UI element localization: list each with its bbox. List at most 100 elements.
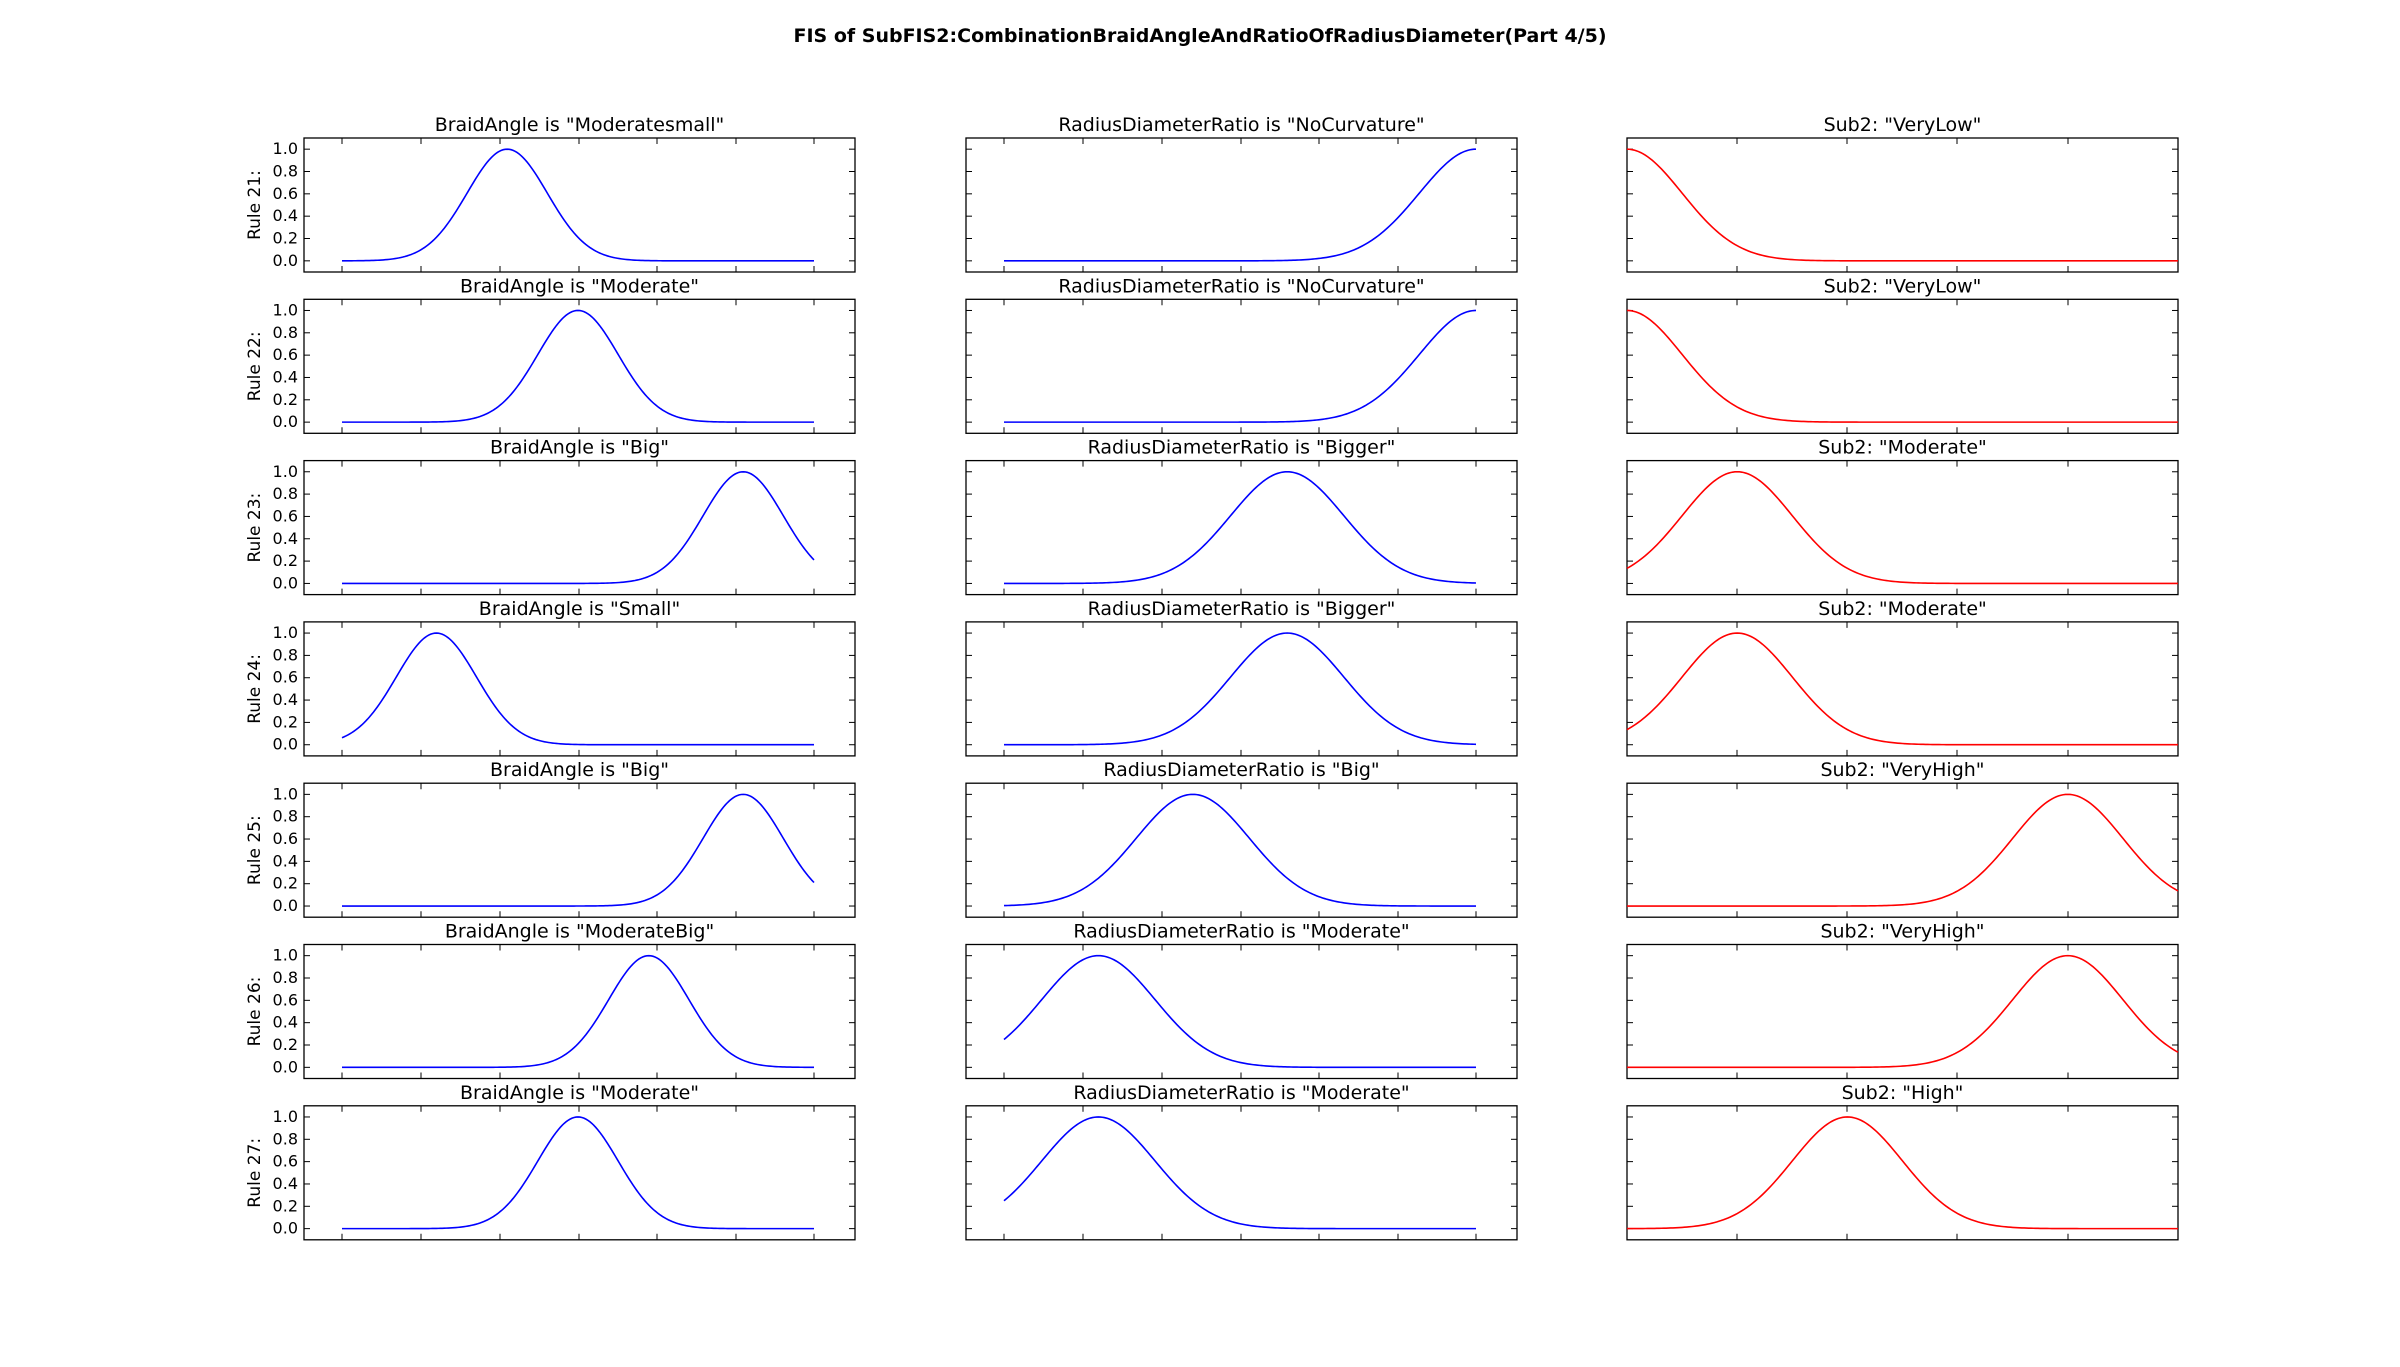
input-membership-line	[1003, 1116, 1476, 1230]
y-tick-label: 0.0	[273, 251, 298, 270]
rule-label: Rule 26:	[245, 977, 265, 1047]
subplot: BraidAngle is "Small" 0.0 0.2 0.4 0.6 0.8 1.0	[273, 598, 856, 757]
y-tick-label: 0.2	[273, 229, 298, 248]
input-membership-line	[1003, 954, 1476, 1069]
input-membership-line	[1003, 793, 1476, 907]
y-tick-label: 1.0	[273, 946, 298, 965]
subplot-title: RadiusDiameterRatio is "Big"	[1103, 759, 1379, 781]
output-membership-line	[1626, 309, 2178, 423]
y-tick-label: 0.2	[273, 712, 298, 731]
y-tick-label: 0.4	[273, 1013, 298, 1032]
y-tick-label: 0.2	[273, 1196, 298, 1215]
subplot-title: RadiusDiameterRatio is "NoCurvature"	[1058, 275, 1424, 297]
output-membership-line	[1627, 954, 2179, 1069]
y-tick-label: 0.8	[273, 807, 298, 826]
rule-label: Rule 21:	[245, 170, 265, 240]
subplot: Sub2: "VeryLow"	[1626, 275, 2179, 434]
axes-frame	[1626, 298, 2179, 434]
subplot-title: BraidAngle is "Moderate"	[460, 1082, 699, 1104]
input-membership-line	[341, 632, 814, 746]
y-tick-label: 1.0	[273, 623, 298, 642]
input-membership-line	[342, 954, 815, 1069]
subplot-title: RadiusDiameterRatio is "Moderate"	[1073, 921, 1409, 943]
axes-frame	[1626, 459, 2179, 596]
y-tick-label: 0.2	[273, 390, 298, 409]
subplot: Sub2: "Moderate"	[1626, 437, 2179, 596]
input-membership-line	[342, 309, 814, 423]
axes-frame	[1626, 137, 2179, 273]
input-membership-line	[342, 470, 815, 585]
subplot-title: Sub2: "Moderate"	[1818, 437, 1987, 459]
subplot: Sub2: "VeryHigh"	[1626, 759, 2179, 918]
y-tick-label: 1.0	[273, 784, 298, 803]
y-tick-label: 0.6	[273, 184, 298, 203]
axes-frame	[1626, 782, 2179, 918]
y-tick-label: 0.8	[273, 1129, 298, 1148]
subplot-title: Sub2: "Moderate"	[1818, 598, 1987, 620]
y-tick-label: 0.6	[273, 506, 298, 525]
axes-frame	[1626, 943, 2179, 1080]
subplot: BraidAngle is "Big" 0.0 0.2 0.4 0.6 0.8 1.0	[273, 759, 856, 918]
axes-frame	[1626, 1105, 2179, 1241]
subplot-title: BraidAngle is "ModerateBig"	[445, 921, 714, 943]
y-tick-label: 1.0	[273, 139, 298, 158]
y-tick-label: 0.6	[273, 668, 298, 687]
input-membership-line	[342, 793, 815, 907]
y-tick-label: 0.8	[273, 484, 298, 503]
subplot-title: BraidAngle is "Moderate"	[460, 275, 699, 297]
y-tick-label: 0.2	[273, 874, 298, 893]
y-tick-label: 0.6	[273, 1152, 298, 1171]
y-tick-label: 0.6	[273, 345, 298, 364]
subplot: Sub2: "Moderate"	[1626, 598, 2179, 757]
y-tick-label: 0.8	[273, 323, 298, 342]
y-tick-label: 0.0	[273, 1057, 298, 1076]
axes-frame	[1626, 621, 2179, 757]
figure-title: FIS of SubFIS2:CombinationBraidAngleAndR…	[793, 25, 1606, 47]
subplot-title: Sub2: "High"	[1842, 1082, 1964, 1104]
subplot: Sub2: "High"	[1626, 1082, 2179, 1241]
y-tick-label: 0.6	[273, 990, 298, 1009]
subplot: RadiusDiameterRatio is "Moderate"	[965, 921, 1518, 1080]
input-membership-line	[1004, 148, 1477, 262]
input-membership-line	[341, 148, 814, 262]
subplot: Sub2: "VeryHigh"	[1626, 921, 2179, 1080]
subplot-title: BraidAngle is "Big"	[490, 437, 669, 459]
rule-label: Rule 24:	[245, 654, 265, 724]
rule-label: Rule 27:	[245, 1138, 265, 1208]
y-tick-label: 0.4	[273, 690, 298, 709]
output-membership-line	[1626, 632, 2178, 746]
y-tick-label: 0.2	[273, 551, 298, 570]
subplot-title: RadiusDiameterRatio is "Bigger"	[1088, 598, 1396, 620]
subplot-title: RadiusDiameterRatio is "NoCurvature"	[1058, 114, 1424, 136]
subplot: BraidAngle is "Moderate" 0.0 0.2 0.4 0.6 0.8 1…	[273, 275, 856, 434]
output-membership-line	[1626, 148, 2178, 262]
output-membership-line	[1627, 793, 2179, 907]
subplot-title: RadiusDiameterRatio is "Moderate"	[1073, 1082, 1409, 1104]
y-tick-label: 0.8	[273, 968, 298, 987]
subplot: RadiusDiameterRatio is "NoCurvature"	[965, 114, 1518, 273]
y-tick-label: 0.0	[273, 735, 298, 754]
y-tick-label: 0.0	[273, 1219, 298, 1238]
y-tick-label: 0.0	[273, 573, 298, 592]
subplot-title: BraidAngle is "Moderatesmall"	[435, 114, 725, 136]
subplot: BraidAngle is "ModerateBig" 0.0 0.2 0.4 0.6 0…	[273, 921, 856, 1080]
y-tick-label: 0.4	[273, 1174, 298, 1193]
subplot: BraidAngle is "Big" 0.0 0.2 0.4 0.6 0.8 1.0	[273, 437, 856, 596]
subplot: RadiusDiameterRatio is "NoCurvature"	[965, 275, 1518, 434]
y-tick-label: 1.0	[273, 300, 298, 319]
subplot-grid: BraidAngle is "Moderatesmall" 0.0 0.2 0.4 0.…	[245, 114, 2179, 1241]
output-membership-line	[1626, 1116, 2178, 1230]
rule-label: Rule 25:	[245, 815, 265, 885]
y-tick-label: 0.4	[273, 206, 298, 225]
subplot: RadiusDiameterRatio is "Moderate"	[965, 1082, 1518, 1241]
input-membership-line	[1004, 309, 1477, 423]
y-tick-label: 0.8	[273, 162, 298, 181]
subplot-title: BraidAngle is "Small"	[479, 598, 680, 620]
subplot: RadiusDiameterRatio is "Big"	[965, 759, 1518, 918]
subplot-title: RadiusDiameterRatio is "Bigger"	[1088, 437, 1396, 459]
subplot: RadiusDiameterRatio is "Bigger"	[965, 598, 1518, 757]
y-tick-label: 0.0	[273, 412, 298, 431]
rule-label: Rule 23:	[245, 493, 265, 563]
